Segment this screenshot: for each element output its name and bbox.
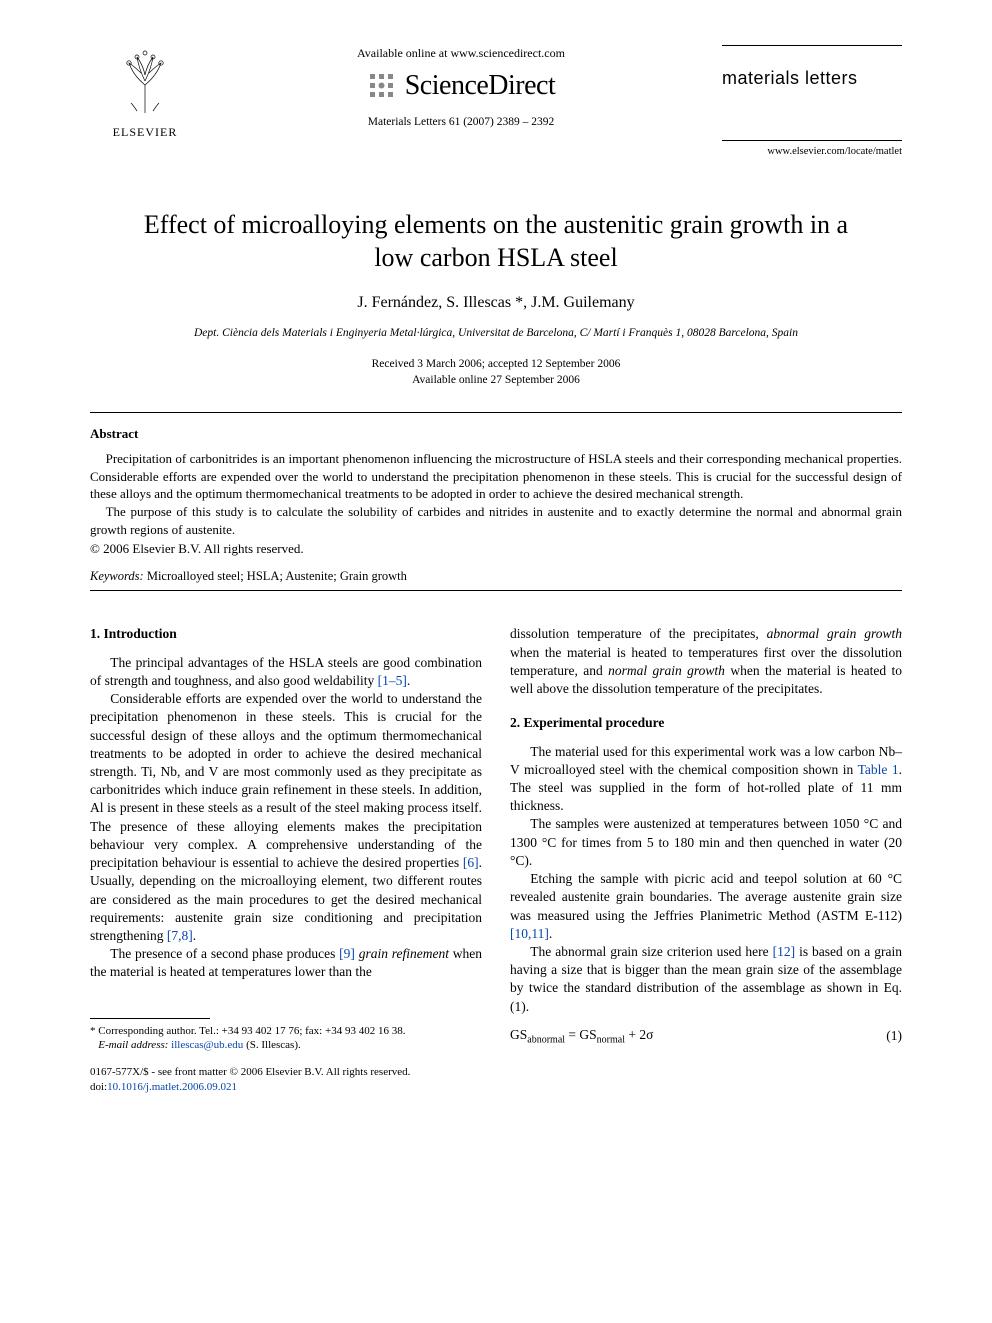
abstract-p1: Precipitation of carbonitrides is an imp… xyxy=(90,450,902,503)
term-abnormal-growth: abnormal grain growth xyxy=(767,626,902,641)
s2-p4: The abnormal grain size criterion used h… xyxy=(510,943,902,1016)
corresponding-author-footnote: * Corresponding author. Tel.: +34 93 402… xyxy=(90,1024,482,1054)
footnote-rule xyxy=(90,1018,210,1019)
s1-p2-a: Considerable efforts are expended over t… xyxy=(90,691,482,870)
doi-label: doi: xyxy=(90,1081,107,1093)
dates-online: Available online 27 September 2006 xyxy=(412,374,580,386)
abstract-copyright: © 2006 Elsevier B.V. All rights reserved… xyxy=(90,540,902,558)
doi-link[interactable]: 10.1016/j.matlet.2006.09.021 xyxy=(107,1081,237,1093)
table-1-link[interactable]: Table 1 xyxy=(858,762,899,777)
abstract-p2: The purpose of this study is to calculat… xyxy=(90,503,902,538)
s1-p3-a: The presence of a second phase produces xyxy=(110,946,339,961)
abstract-heading: Abstract xyxy=(90,425,902,443)
ref-link-9[interactable]: [9] xyxy=(339,946,355,961)
equation-1: GSabnormal = GSnormal + 2σ (1) xyxy=(510,1026,902,1047)
divider-above-abstract xyxy=(90,412,902,413)
keywords-line: Keywords: Microalloyed steel; HSLA; Aust… xyxy=(90,568,902,585)
s1-p3-c: dissolution temperature of the precipita… xyxy=(510,626,767,641)
abstract-body: Precipitation of carbonitrides is an imp… xyxy=(90,450,902,538)
term-grain-refinement: grain refinement xyxy=(359,946,449,961)
left-column-footer: * Corresponding author. Tel.: +34 93 402… xyxy=(90,1018,482,1095)
email-tail: (S. Illescas). xyxy=(243,1039,300,1051)
header-center: Available online at www.sciencedirect.co… xyxy=(200,45,722,131)
footnote-star-line: * Corresponding author. Tel.: +34 93 402… xyxy=(90,1024,482,1039)
keywords-list: Microalloyed steel; HSLA; Austenite; Gra… xyxy=(144,569,407,583)
article-dates: Received 3 March 2006; accepted 12 Septe… xyxy=(90,356,902,388)
s1-p1: The principal advantages of the HSLA ste… xyxy=(90,654,482,690)
s1-p3: The presence of a second phase produces … xyxy=(90,945,482,981)
email-label: E-mail address: xyxy=(98,1039,168,1051)
section-2: 2. Experimental procedure The material u… xyxy=(510,714,902,1047)
divider-below-keywords xyxy=(90,590,902,591)
eq-sub-normal: normal xyxy=(597,1035,625,1046)
publisher-logo-block: ELSEVIER xyxy=(90,45,200,140)
body-columns: 1. Introduction The principal advantages… xyxy=(90,625,902,1095)
s1-p3-cont: dissolution temperature of the precipita… xyxy=(510,625,902,698)
s1-p2-c: . xyxy=(193,928,196,943)
s1-p1-tail: . xyxy=(407,673,410,688)
eq-sub-abnormal: abnormal xyxy=(527,1035,565,1046)
s2-p1-a: The material used for this experimental … xyxy=(510,744,902,777)
sciencedirect-icon xyxy=(367,71,397,101)
footnote-email-line: E-mail address: illescas@ub.edu (S. Ille… xyxy=(90,1038,482,1053)
ref-link-10-11[interactable]: [10,11] xyxy=(510,926,549,941)
article-title: Effect of microalloying elements on the … xyxy=(130,209,862,274)
ref-link-7-8[interactable]: [7,8] xyxy=(167,928,193,943)
header: ELSEVIER Available online at www.science… xyxy=(90,45,902,159)
journal-url: www.elsevier.com/locate/matlet xyxy=(722,145,902,159)
s2-p2: The samples were austenized at temperatu… xyxy=(510,815,902,870)
s1-p1-text: The principal advantages of the HSLA ste… xyxy=(90,655,482,688)
ref-link-12[interactable]: [12] xyxy=(773,944,796,959)
s2-p1: The material used for this experimental … xyxy=(510,743,902,816)
s2-p3-b: . xyxy=(549,926,552,941)
journal-block: materials letters www.elsevier.com/locat… xyxy=(722,45,902,159)
s2-p3-a: Etching the sample with picric acid and … xyxy=(510,871,902,922)
keywords-label: Keywords: xyxy=(90,569,144,583)
eq-rhs: + 2σ xyxy=(625,1027,653,1042)
term-normal-growth: normal grain growth xyxy=(608,663,725,678)
front-matter-line: 0167-577X/$ - see front matter © 2006 El… xyxy=(90,1065,482,1080)
sciencedirect-wordmark: ScienceDirect xyxy=(405,67,556,105)
ref-link-6[interactable]: [6] xyxy=(463,855,479,870)
s2-p3: Etching the sample with picric acid and … xyxy=(510,870,902,943)
doi-line: doi:10.1016/j.matlet.2006.09.021 xyxy=(90,1080,482,1095)
section-1-heading: 1. Introduction xyxy=(90,625,482,643)
corresponding-email-link[interactable]: illescas@ub.edu xyxy=(171,1039,243,1051)
journal-name: materials letters xyxy=(722,66,902,90)
dates-received: Received 3 March 2006; accepted 12 Septe… xyxy=(372,358,621,370)
journal-rule-bottom xyxy=(722,140,902,141)
equation-1-expr: GSabnormal = GSnormal + 2σ xyxy=(510,1026,653,1047)
journal-rule-top xyxy=(722,45,902,46)
eq-mid: = GS xyxy=(565,1027,597,1042)
affiliation: Dept. Ciència dels Materials i Enginyeri… xyxy=(90,326,902,342)
publisher-name: ELSEVIER xyxy=(90,124,200,140)
elsevier-tree-icon xyxy=(115,45,175,115)
authors-line: J. Fernández, S. Illescas *, J.M. Guilem… xyxy=(90,292,902,314)
s2-p4-a: The abnormal grain size criterion used h… xyxy=(530,944,772,959)
section-1: 1. Introduction The principal advantages… xyxy=(90,625,482,981)
sciencedirect-logo: ScienceDirect xyxy=(210,67,712,105)
section-2-heading: 2. Experimental procedure xyxy=(510,714,902,732)
available-online-text: Available online at www.sciencedirect.co… xyxy=(210,45,712,61)
citation-line: Materials Letters 61 (2007) 2389 – 2392 xyxy=(210,115,712,131)
s1-p2: Considerable efforts are expended over t… xyxy=(90,690,482,945)
ref-link-1-5[interactable]: [1–5] xyxy=(378,673,407,688)
equation-1-number: (1) xyxy=(886,1027,902,1045)
doi-block: 0167-577X/$ - see front matter © 2006 El… xyxy=(90,1065,482,1095)
eq-gs1: GS xyxy=(510,1027,527,1042)
